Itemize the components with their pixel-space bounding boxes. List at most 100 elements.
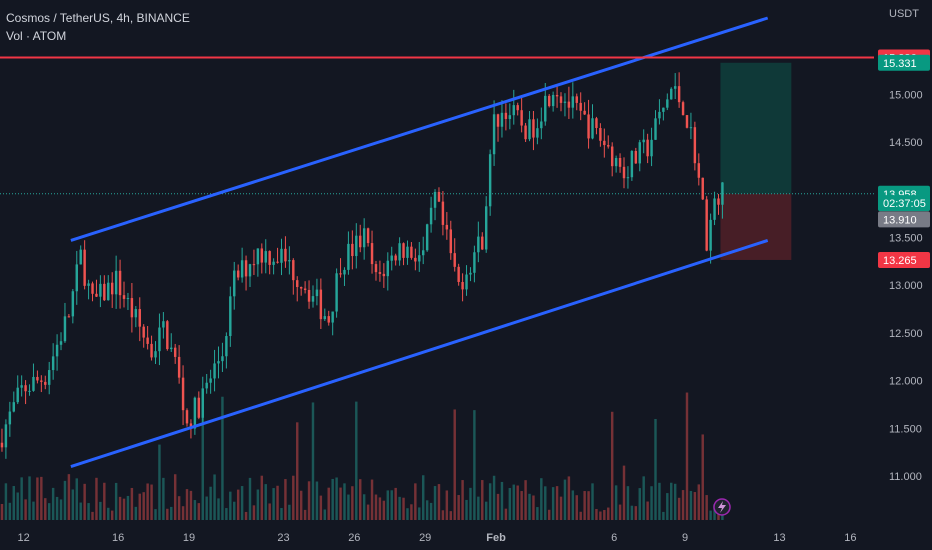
volume-bar <box>477 496 480 520</box>
candle-body <box>264 251 267 263</box>
candle-body <box>4 424 8 448</box>
candle-body <box>709 219 712 251</box>
candle-body <box>272 261 275 265</box>
candle-body <box>563 101 567 103</box>
candle-body <box>28 390 31 392</box>
candle-body <box>130 298 134 318</box>
candle-body <box>170 347 173 350</box>
volume-bar <box>528 493 531 520</box>
volume-bar <box>709 510 712 520</box>
volume-bar <box>181 506 185 520</box>
volume-bar <box>575 495 578 520</box>
candle-body <box>311 296 315 302</box>
y-tick-label: 11.000 <box>889 471 922 483</box>
candle-body <box>445 224 449 230</box>
price-tag <box>878 54 930 71</box>
volume-bar <box>185 489 189 520</box>
volume-bar <box>713 504 716 520</box>
volume-bar <box>209 486 212 520</box>
candle-body <box>339 273 342 275</box>
candle-body <box>583 110 586 115</box>
volume-bar <box>512 484 515 520</box>
volume-bar <box>327 487 330 520</box>
candle-body <box>626 177 630 179</box>
volume-bar <box>650 486 653 520</box>
volume-bar <box>162 477 165 520</box>
volume-bar <box>36 477 39 520</box>
candle-body <box>114 270 118 295</box>
volume-bar <box>422 475 425 520</box>
candle-body <box>370 243 374 265</box>
candle-body <box>288 260 291 262</box>
y-tick-label: 12.500 <box>889 328 923 340</box>
volume-bar <box>240 486 244 520</box>
volume-bar <box>481 480 484 520</box>
volume-bar <box>473 410 476 520</box>
candle-body <box>477 236 480 253</box>
volume-bar <box>150 484 153 520</box>
candle-body <box>666 99 669 108</box>
candle-body <box>591 118 594 139</box>
candle-body <box>63 316 67 342</box>
volume-bar <box>516 485 519 520</box>
candle-body <box>193 397 197 429</box>
candle-body <box>142 326 145 338</box>
volume-bar <box>670 482 673 520</box>
volume-indicator-label[interactable]: Vol · ATOM <box>6 29 67 43</box>
volume-bar <box>177 496 181 520</box>
candle-body <box>240 260 244 278</box>
candle-body <box>437 191 441 202</box>
candle-body <box>544 95 547 122</box>
candle-body <box>236 270 240 278</box>
volume-bar <box>221 396 224 520</box>
volume-bar <box>370 479 374 520</box>
candle-body <box>225 336 228 357</box>
volume-bar <box>126 495 130 520</box>
candle-body <box>422 250 425 256</box>
candle-body <box>83 249 86 286</box>
candle-body <box>205 382 208 389</box>
candle-body <box>461 281 464 290</box>
volume-bar <box>618 504 622 520</box>
candle-body <box>217 361 220 364</box>
volume-bar <box>138 493 141 520</box>
candle-body <box>689 127 693 129</box>
candle-body <box>260 248 264 263</box>
candle-body <box>150 343 153 358</box>
candle-body <box>465 274 468 290</box>
price-tag <box>878 251 930 268</box>
candle-body <box>528 119 531 140</box>
candle-body <box>256 248 260 265</box>
candle-body <box>307 289 311 302</box>
volume-bar <box>170 506 173 520</box>
candle-body <box>55 344 59 357</box>
volume-bar <box>591 483 594 520</box>
volume-bar <box>504 508 508 520</box>
candle-body <box>12 402 15 412</box>
price-tag-label: 13.910 <box>883 214 917 226</box>
candle-body <box>103 283 106 301</box>
candle-body <box>327 316 330 323</box>
candle-body <box>343 269 346 275</box>
volume-bar <box>339 487 342 520</box>
volume-bar <box>355 401 358 520</box>
candle-body <box>20 385 23 388</box>
volume-bar <box>433 486 437 520</box>
candle-body <box>209 378 212 383</box>
candle-body <box>646 139 649 157</box>
candle-body <box>331 311 334 323</box>
channel-upper-line <box>70 16 769 242</box>
y-axis-unit: USDT <box>889 8 919 20</box>
candle-body <box>351 243 354 257</box>
x-tick-label: 16 <box>844 532 856 544</box>
candle-body <box>441 201 445 225</box>
volume-bar <box>158 444 161 520</box>
volume-bar <box>335 477 338 520</box>
volume-bar <box>705 495 708 520</box>
y-tick-label: 13.000 <box>889 280 923 292</box>
volume-bar <box>465 499 468 520</box>
x-tick-label: 12 <box>17 532 29 544</box>
volume-bar <box>449 511 452 520</box>
volume-bar <box>134 506 138 520</box>
